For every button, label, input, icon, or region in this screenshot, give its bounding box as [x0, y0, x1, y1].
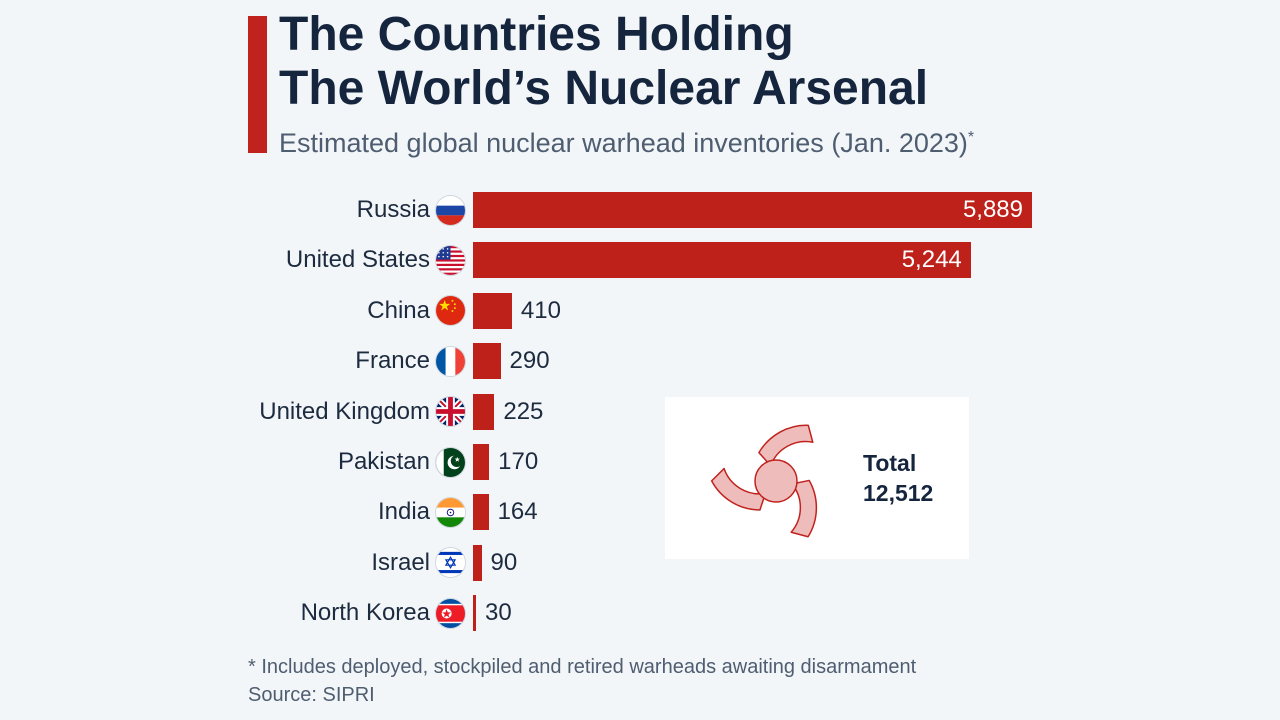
russia-flag-icon — [436, 195, 465, 225]
usa-flag-icon — [436, 245, 465, 275]
pakistan-flag-icon — [436, 447, 465, 477]
bar — [473, 192, 1032, 228]
category-label: United States — [285, 246, 430, 274]
bar — [473, 494, 489, 531]
category-label: North Korea — [300, 599, 430, 627]
india-flag-icon — [436, 497, 465, 527]
data-label: 90 — [490, 548, 518, 576]
title-line-2: The World’s Nuclear Arsenal — [279, 62, 929, 115]
bar — [473, 242, 971, 279]
data-label: 164 — [497, 498, 538, 526]
data-label: 30 — [485, 599, 512, 627]
category-label: France — [355, 347, 430, 375]
data-label: 410 — [520, 296, 561, 324]
data-label: 170 — [498, 448, 539, 475]
category-label: United Kingdom — [259, 397, 430, 425]
chart-subtitle: Estimated global nuclear warhead invento… — [279, 125, 1239, 161]
subtitle-footnote-mark: * — [967, 129, 975, 146]
uk-flag-icon — [436, 397, 465, 427]
title-line-1: The Countries Holding — [279, 8, 794, 61]
category-label: Pakistan — [337, 448, 430, 475]
subtitle-text: Estimated global nuclear warhead invento… — [279, 128, 968, 158]
france-flag-icon — [436, 346, 465, 376]
north-korea-flag-icon — [436, 598, 465, 628]
data-label: 5,889 — [962, 196, 1023, 223]
china-flag-icon — [436, 296, 465, 326]
bar — [473, 444, 490, 480]
bar — [473, 292, 512, 329]
bar — [473, 544, 482, 581]
category-label: Israel — [371, 548, 430, 576]
data-label: 225 — [503, 397, 544, 425]
total-label: Total — [863, 450, 917, 476]
category-label: Russia — [356, 196, 430, 223]
chart-title: The Countries Holding The World’s Nuclea… — [279, 8, 1239, 116]
bar — [473, 393, 495, 430]
source-note: Source: SIPRI — [248, 684, 375, 706]
israel-flag-icon — [436, 548, 465, 578]
radiation-icon — [710, 424, 818, 538]
bar — [473, 343, 501, 380]
category-label: India — [377, 498, 430, 526]
total-value: 12,512 — [863, 480, 934, 506]
title-accent-bar — [248, 16, 267, 153]
data-label: 5,244 — [901, 246, 962, 274]
total-box: Total 12,512 — [665, 397, 969, 559]
data-label: 290 — [509, 347, 550, 375]
category-label: China — [367, 296, 430, 324]
footnote: * Includes deployed, stockpiled and reti… — [248, 656, 917, 678]
bar — [473, 595, 476, 632]
